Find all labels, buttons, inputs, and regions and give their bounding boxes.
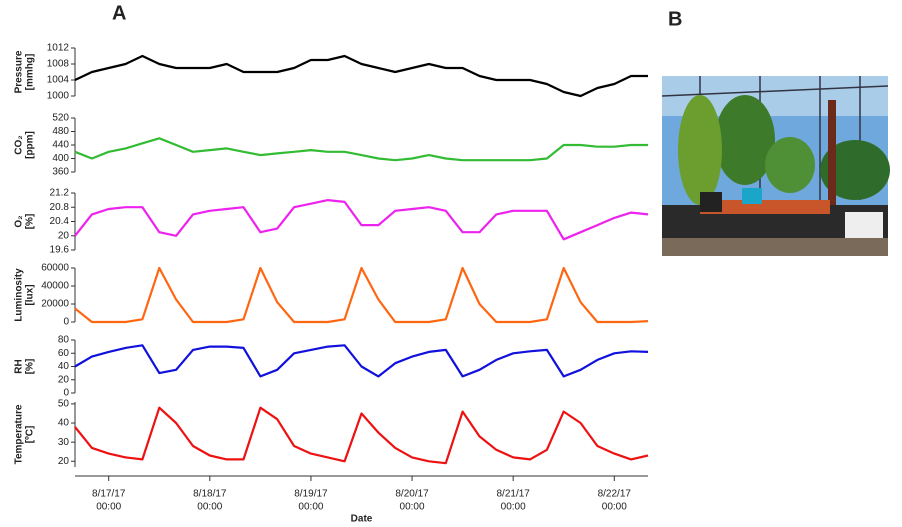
y-tick-label: 20000 <box>41 299 69 310</box>
panel-label: B <box>668 8 682 30</box>
x-tick-label: 8/19/17 00:00 <box>294 488 328 512</box>
panel-label: A <box>112 2 126 24</box>
x-tick-label: 8/22/17 00:00 <box>598 488 632 512</box>
data-line <box>74 137 648 162</box>
y-tick-label: 20 <box>58 374 70 385</box>
y-axis-label: O₂[%] <box>13 214 35 230</box>
y-tick-label: 1004 <box>47 75 70 86</box>
y-axis-label: Luminosity[lux] <box>13 268 35 322</box>
y-tick-label: 40 <box>58 361 70 372</box>
y-tick-label: 21.2 <box>50 188 70 199</box>
y-axis-label: RH[%] <box>13 359 35 375</box>
y-tick-label: 360 <box>52 167 69 178</box>
y-tick-label: 1000 <box>47 91 70 102</box>
y-tick-label: 80 <box>58 335 70 346</box>
y-tick-label: 0 <box>63 317 69 328</box>
y-tick-label: 1012 <box>47 43 70 54</box>
x-tick-label: 8/20/17 00:00 <box>395 488 429 512</box>
y-tick-label: 60000 <box>41 263 69 274</box>
y-tick-label: 40000 <box>41 281 69 292</box>
y-axis-label: CO₂[ppm] <box>13 131 35 159</box>
x-axis-label: Date <box>351 514 373 525</box>
y-tick-label: 1008 <box>47 59 70 70</box>
y-axis-label: Pressure[mmhg] <box>13 50 35 93</box>
y-tick-label: 20.4 <box>50 216 70 227</box>
data-line <box>74 344 649 378</box>
data-line <box>74 406 649 465</box>
y-tick-label: 30 <box>58 437 70 448</box>
y-tick-label: 20 <box>58 230 70 241</box>
data-line <box>74 199 649 241</box>
y-tick-label: 40 <box>58 418 70 429</box>
y-tick-label: 19.6 <box>50 245 70 256</box>
y-tick-label: 520 <box>52 113 69 124</box>
x-tick-label: 8/18/17 00:00 <box>193 488 227 512</box>
data-line <box>74 54 648 98</box>
data-line <box>74 266 649 324</box>
photo <box>661 76 890 256</box>
x-tick-label: 8/17/17 00:00 <box>92 488 126 512</box>
y-tick-label: 400 <box>52 153 69 164</box>
y-tick-label: 50 <box>58 399 70 410</box>
y-axis-label: Temperature[ºC] <box>13 404 35 464</box>
x-tick-label: 8/21/17 00:00 <box>496 488 530 512</box>
y-tick-label: 20.8 <box>50 202 70 213</box>
y-tick-label: 440 <box>52 140 69 151</box>
y-tick-label: 480 <box>52 126 69 137</box>
y-tick-label: 20 <box>58 456 70 467</box>
y-tick-label: 0 <box>63 388 69 399</box>
y-tick-label: 60 <box>58 348 70 359</box>
